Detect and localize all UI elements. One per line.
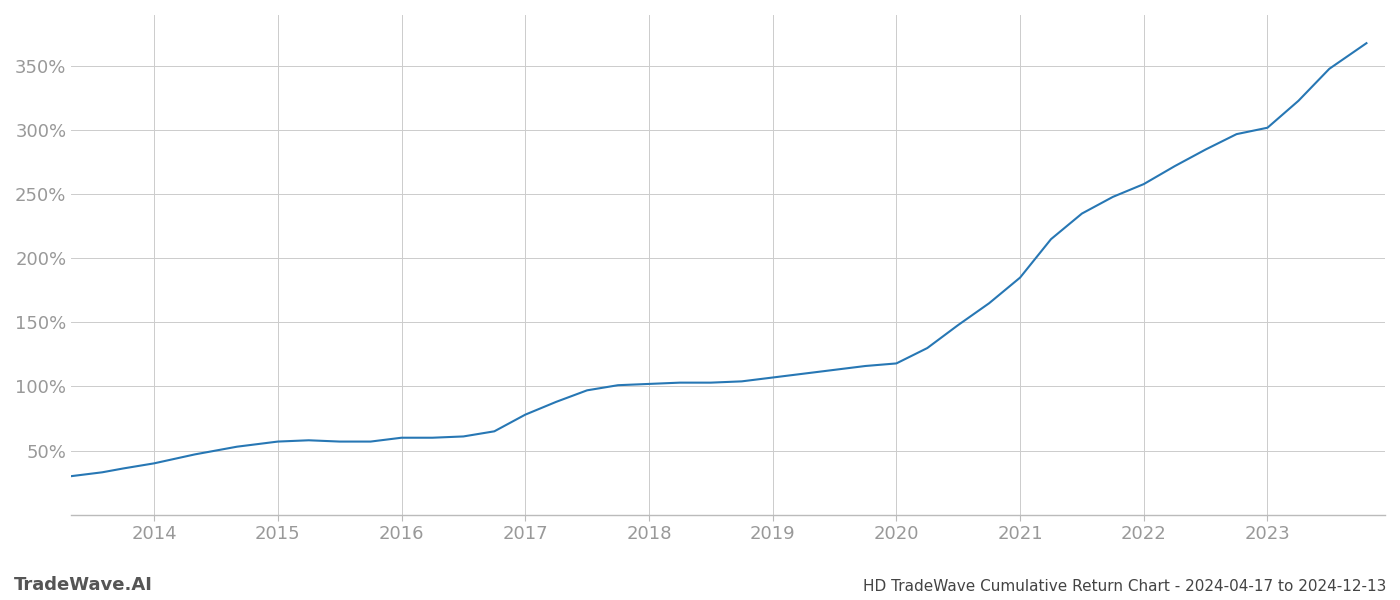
Text: TradeWave.AI: TradeWave.AI: [14, 576, 153, 594]
Text: HD TradeWave Cumulative Return Chart - 2024-04-17 to 2024-12-13: HD TradeWave Cumulative Return Chart - 2…: [862, 579, 1386, 594]
